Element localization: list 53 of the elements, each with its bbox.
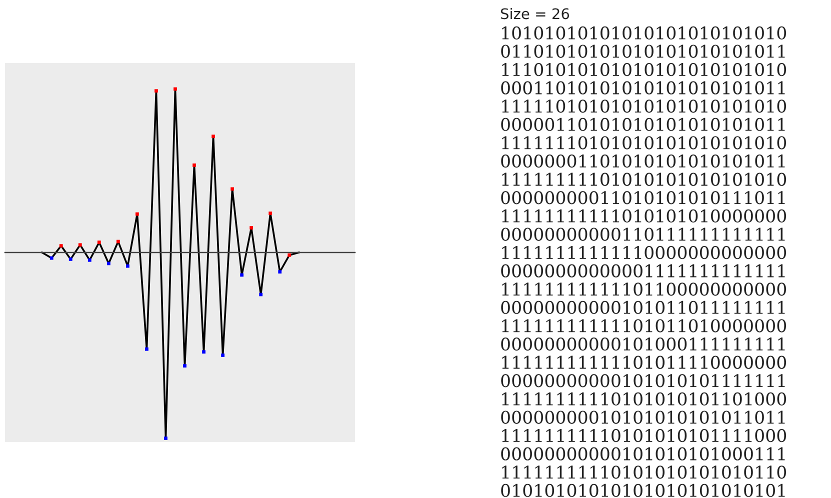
point <box>68 257 72 261</box>
point <box>221 354 224 357</box>
text: 00000000010101010101011011 <box>501 410 785 424</box>
text: 11111010101010101010101010 <box>502 100 786 113</box>
text: 11111111110101010101111000 <box>502 429 786 442</box>
point <box>164 436 168 440</box>
point <box>88 258 92 262</box>
point <box>106 262 110 266</box>
point <box>212 134 215 138</box>
point <box>126 264 130 268</box>
text: 00000000011010101010111011 <box>501 191 785 204</box>
text: 00011010101010101010101011 <box>501 81 785 94</box>
point <box>116 240 120 244</box>
text: 11111111111110000000000000 <box>502 246 786 260</box>
text: 11111111111010101010000000 <box>502 209 786 223</box>
point <box>97 240 101 244</box>
point <box>259 292 263 296</box>
text: 00000000000101010101111111 <box>501 374 785 388</box>
point <box>278 270 282 274</box>
text: 11111111111101011110000000 <box>502 356 786 369</box>
text: 00000000000110111111111111 <box>501 228 785 241</box>
text: 11111111110101010101010110 <box>502 466 786 479</box>
point <box>136 212 139 216</box>
text: 01010101010101010101010101 <box>501 484 785 498</box>
text: 11101010101010101010101010 <box>502 63 786 76</box>
point <box>154 89 158 93</box>
text: 10101010101010101010101010 <box>502 26 786 40</box>
point <box>250 226 254 230</box>
point <box>174 87 177 91</box>
point <box>50 256 54 260</box>
text: 01101010101010101010101011 <box>501 44 785 58</box>
point <box>145 347 148 351</box>
text: 11111111111101011010000000 <box>502 319 786 332</box>
point <box>268 212 272 215</box>
text: 00000000000101000111111111 <box>501 338 785 351</box>
text: 00000000000001111111111111 <box>501 264 785 278</box>
point <box>202 350 206 354</box>
text: 00000000000101011011111111 <box>501 300 785 314</box>
point <box>288 253 292 257</box>
text: 11111111111101100000000000 <box>502 282 786 296</box>
point <box>230 187 234 191</box>
point <box>240 273 244 277</box>
text: 00000001101010101010101011 <box>501 154 785 168</box>
text: Size = 26 <box>500 8 570 20</box>
text: 11111111101010101010101010 <box>502 172 786 186</box>
point <box>59 244 63 248</box>
text: 11111110101010101010101010 <box>502 136 786 150</box>
point <box>183 364 186 368</box>
text: 11111111110101010101101000 <box>502 392 786 406</box>
text: 00000000000101010101000111 <box>501 447 785 460</box>
point <box>192 163 196 167</box>
text: 00000110101010101010101011 <box>501 118 785 132</box>
point <box>78 243 82 247</box>
